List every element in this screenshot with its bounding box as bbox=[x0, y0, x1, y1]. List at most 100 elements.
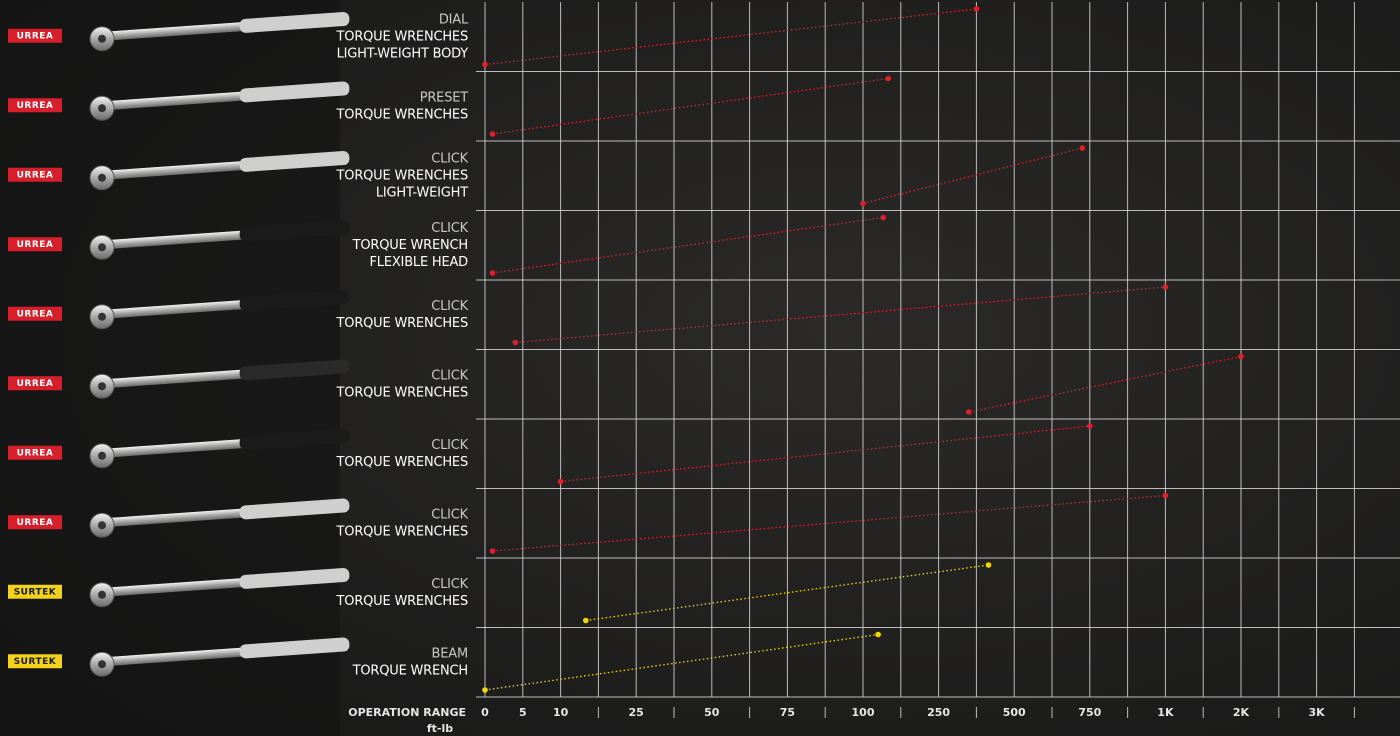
wrench-socket bbox=[98, 243, 106, 252]
range-line bbox=[862, 147, 1083, 205]
range-max bbox=[880, 214, 886, 221]
row-label: TORQUE WRENCH bbox=[352, 238, 468, 253]
brand-name: URREA bbox=[17, 448, 54, 458]
brand-name: URREA bbox=[17, 518, 54, 528]
wrench-socket bbox=[98, 660, 106, 669]
x-tick-label: 75 bbox=[780, 706, 795, 719]
row-label: TORQUE WRENCHES bbox=[336, 316, 468, 331]
range-max bbox=[885, 75, 891, 82]
brand-logo bbox=[8, 28, 62, 43]
brand-logo bbox=[8, 445, 62, 460]
range-min bbox=[482, 687, 488, 693]
range-min bbox=[482, 61, 488, 68]
wrench-grip bbox=[239, 429, 350, 450]
row-label: TORQUE WRENCH bbox=[352, 663, 468, 678]
x-tick-label: 1K bbox=[1157, 706, 1174, 719]
brand-logo bbox=[8, 584, 62, 599]
row-label: DIAL bbox=[439, 12, 469, 27]
range-min bbox=[489, 131, 496, 137]
row-label: CLICK bbox=[431, 221, 468, 236]
row-label: PRESET bbox=[420, 90, 469, 105]
range-line bbox=[492, 216, 884, 274]
row-label: TORQUE WRENCHES bbox=[336, 107, 468, 122]
x-axis-label: OPERATION RANGE bbox=[348, 706, 466, 719]
row-label: FLEXIBLE HEAD bbox=[370, 255, 469, 270]
wrench-grip bbox=[239, 359, 350, 381]
x-tick-label: 25 bbox=[629, 706, 644, 719]
brand-logo bbox=[8, 167, 62, 182]
x-tick-label: 50 bbox=[704, 706, 720, 719]
row-label: CLICK bbox=[431, 151, 468, 166]
brand-logo bbox=[8, 654, 62, 669]
wrench-socket bbox=[98, 173, 106, 182]
row-label: CLICK bbox=[431, 368, 468, 383]
wrench-grip bbox=[239, 568, 350, 589]
x-tick-label: 2K bbox=[1233, 706, 1250, 719]
range-line bbox=[515, 286, 1166, 344]
range-max bbox=[1087, 423, 1093, 429]
range-max bbox=[875, 631, 881, 638]
brand-name: URREA bbox=[17, 101, 54, 111]
wrench-socket bbox=[98, 382, 106, 391]
range-max bbox=[985, 562, 992, 568]
row-label: TORQUE WRENCHES bbox=[336, 524, 468, 539]
wrench-grip bbox=[239, 290, 350, 311]
range-line bbox=[560, 425, 1090, 483]
wrench-socket bbox=[98, 451, 106, 460]
x-axis: OPERATION RANGE ft-lb 0 5 10 25 50 75 100 250 50… bbox=[348, 706, 1355, 735]
brand-logo bbox=[8, 306, 62, 321]
brand-name: URREA bbox=[17, 240, 54, 250]
row-label: LIGHT-WEIGHT bbox=[376, 185, 468, 200]
x-tick-label: 500 bbox=[1003, 706, 1026, 719]
wrench-grip bbox=[239, 637, 350, 659]
range-max bbox=[1079, 145, 1086, 151]
range-min bbox=[489, 548, 496, 554]
wrench-socket bbox=[98, 34, 106, 43]
row-label: CLICK bbox=[431, 577, 468, 592]
range-line bbox=[484, 8, 977, 66]
row-label: CLICK bbox=[431, 438, 468, 453]
wrench-socket bbox=[98, 521, 106, 530]
brand-logo bbox=[8, 98, 62, 113]
x-tick-label: 100 bbox=[852, 706, 875, 719]
range-min bbox=[966, 409, 972, 415]
wrench-grip bbox=[239, 220, 350, 242]
x-axis-unit: ft-lb bbox=[427, 722, 453, 735]
brand-name: URREA bbox=[17, 170, 54, 180]
range-min bbox=[512, 339, 519, 346]
wrench-grip bbox=[239, 12, 350, 33]
range-max bbox=[1162, 284, 1169, 290]
range-max bbox=[1162, 492, 1169, 499]
brand-name: URREA bbox=[17, 379, 54, 389]
range-max bbox=[1238, 353, 1244, 360]
range-line bbox=[492, 494, 1166, 552]
range-max bbox=[973, 6, 980, 12]
range-min bbox=[860, 200, 866, 207]
row-label: CLICK bbox=[431, 507, 468, 522]
wrench-socket bbox=[98, 312, 106, 321]
wrench-grip bbox=[239, 498, 350, 520]
x-tick-label: 750 bbox=[1078, 706, 1101, 719]
grid bbox=[476, 2, 1400, 698]
row-label: TORQUE WRENCHES bbox=[336, 455, 468, 470]
brand-logo bbox=[8, 237, 62, 252]
rows: URREA DIAL TORQUE WRENCHES LIGHT-WEIGHT BOD… bbox=[8, 6, 1244, 693]
brand-name: URREA bbox=[17, 309, 54, 319]
wrench-socket bbox=[98, 590, 106, 599]
x-tick-label: 250 bbox=[927, 706, 950, 719]
wrench-socket bbox=[98, 104, 106, 113]
x-tick-label: 5 bbox=[519, 706, 527, 719]
x-tick-label: 3K bbox=[1309, 706, 1326, 719]
brand-logo bbox=[8, 515, 62, 530]
row-label: CLICK bbox=[431, 299, 468, 314]
row-label: TORQUE WRENCHES bbox=[336, 168, 468, 183]
brand-name: SURTEK bbox=[14, 587, 57, 597]
row-label: LIGHT-WEIGHT BODY bbox=[337, 46, 469, 61]
x-tick-label: 0 bbox=[481, 706, 489, 719]
x-tick-label: 10 bbox=[553, 706, 569, 719]
brand-name: URREA bbox=[17, 31, 54, 41]
range-line bbox=[492, 77, 889, 135]
row-label: BEAM bbox=[432, 646, 468, 661]
row-label: TORQUE WRENCHES bbox=[336, 385, 468, 400]
